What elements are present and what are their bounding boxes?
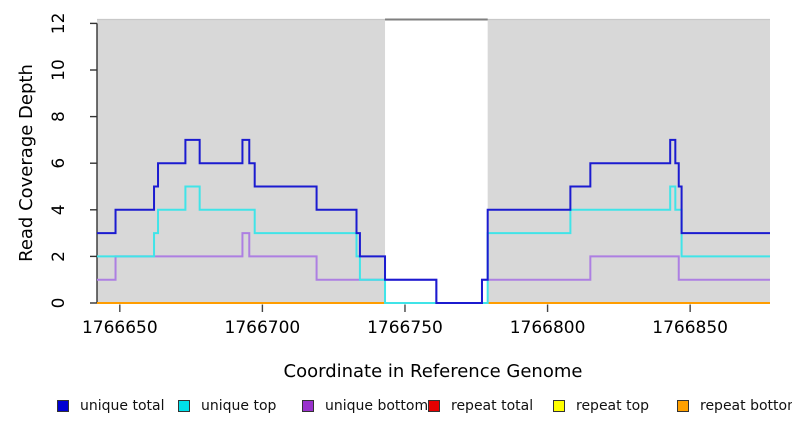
legend-item-repeat-bottom: repeat bottom <box>677 398 792 414</box>
x-tick-label: 1766650 <box>82 318 158 338</box>
series-line-unique_total <box>97 138 770 304</box>
y-tick-label: 0 <box>49 298 69 309</box>
legend-label: unique bottom <box>325 398 429 414</box>
series-line-unique_top <box>97 185 770 304</box>
legend-label: repeat top <box>576 398 650 414</box>
y-tick-label: 12 <box>49 13 69 35</box>
legend-label: repeat bottom <box>700 398 792 414</box>
x-tick-label: 1766750 <box>367 318 443 338</box>
y-tick-label: 2 <box>49 251 69 262</box>
x-tick-label: 1766800 <box>510 318 586 338</box>
legend: unique total unique top unique bottom re… <box>0 398 792 418</box>
repeat-bottom-swatch-icon <box>677 400 689 412</box>
repeat-top-swatch-icon <box>553 400 565 412</box>
legend-label: unique total <box>80 398 165 414</box>
x-tick-label: 1766700 <box>225 318 301 338</box>
legend-item-repeat-top: repeat top <box>553 398 649 414</box>
y-tick-label: 10 <box>49 59 69 81</box>
y-tick-label: 6 <box>49 158 69 169</box>
unique-total-swatch-icon <box>57 400 69 412</box>
legend-item-unique-total: unique total <box>57 398 164 414</box>
y-axis-title: Read Coverage Depth <box>16 64 37 262</box>
legend-item-unique-top: unique top <box>178 398 276 414</box>
x-tick-label: 1766850 <box>652 318 728 338</box>
x-axis-title: Coordinate in Reference Genome <box>284 361 583 382</box>
shaded-region <box>487 20 770 303</box>
legend-label: unique top <box>201 398 277 414</box>
y-tick-label: 8 <box>49 111 69 122</box>
legend-label: repeat total <box>451 398 534 414</box>
unique-bottom-swatch-icon <box>302 400 314 412</box>
y-tick-label: 4 <box>49 204 69 215</box>
legend-item-unique-bottom: unique bottom <box>302 398 428 414</box>
unique-top-swatch-icon <box>178 400 190 412</box>
legend-item-repeat-total: repeat total <box>428 398 533 414</box>
shaded-region <box>97 20 386 303</box>
repeat-total-swatch-icon <box>428 400 440 412</box>
